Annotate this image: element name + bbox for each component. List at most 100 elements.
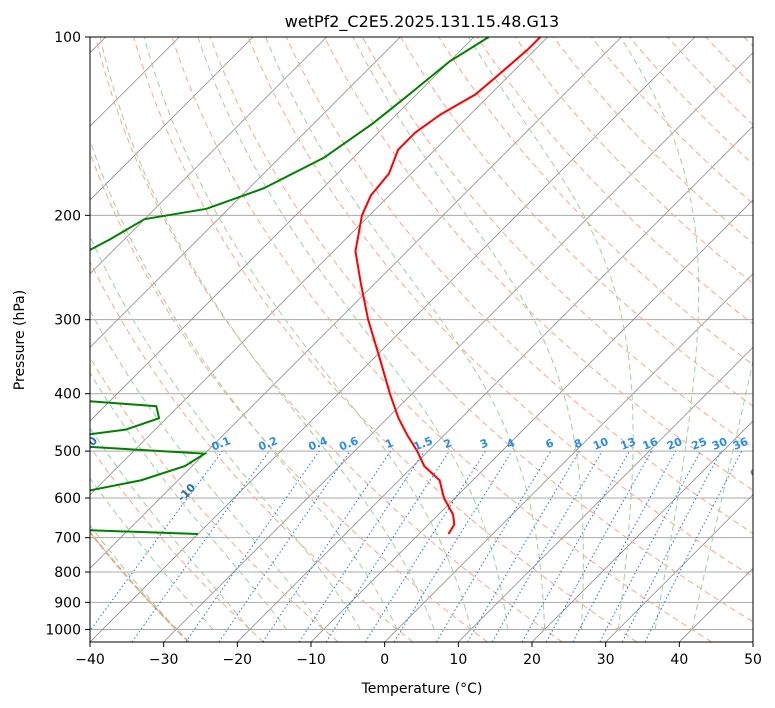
mixing-ratio-line [521,450,630,642]
x-axis-title: Temperature (°C) [361,681,483,697]
mixing-ratio-label: 13 [619,435,638,453]
moist-adiabat-line [197,37,509,630]
y-tick-label: 200 [54,208,81,224]
moist-adiabat-line [265,37,546,630]
mixing-ratio-label: 8 [572,436,584,451]
mixing-ratio-label: 1 [383,436,395,451]
isotherm-line [90,37,254,201]
y-tick-label: 300 [54,313,81,329]
y-axis: 100 200 300 400 500 600 700 800 900 1000 [45,30,90,638]
x-tick-label: 40 [670,652,688,668]
mixing-ratio-label: 25 [690,435,709,453]
isotherm-line [90,37,548,496]
dry-adiabat-line [247,37,753,578]
mixing-ratio-line [298,450,425,642]
moist-adiabat-line [90,524,177,630]
isotherm-line [458,346,753,642]
mixing-ratio-line [393,450,513,642]
dry-adiabat-line [133,37,638,642]
dry-adiabat-line [90,260,414,642]
isotherm-line [237,125,753,642]
mixing-ratio-line [572,450,677,642]
mixing-ratio-label: 30 [710,435,729,453]
x-tick-label: −30 [149,652,179,668]
x-tick-label: −10 [296,652,326,668]
moist-adiabat-line [468,37,634,630]
y-tick-label: 500 [54,444,81,460]
mixing-ratio-line [90,450,223,632]
isotherm-line [384,273,753,642]
dry-adiabat-line [323,37,753,491]
outer-adiabat-curve [90,530,190,642]
mixing-ratio-line [545,450,653,642]
moist-adiabat-line [352,37,584,630]
x-tick-label: 10 [449,652,467,668]
dry-adiabat-line [476,37,753,325]
y-axis-title: Pressure (hPa) [12,290,28,390]
isotherm-line [163,52,753,642]
temperature-line [354,37,542,535]
x-tick-label: 0 [380,652,389,668]
dry-adiabat-line [90,356,339,642]
moist-adiabat-line [90,477,214,630]
mixing-ratio-line [218,450,351,642]
mixing-ratio-line [185,450,320,642]
x-tick-label: −40 [75,652,105,668]
moist-adiabat-line [90,427,251,630]
chart-title: wetPf2_C2E5.2025.131.15.48.G13 [285,12,559,32]
y-tick-label: 900 [54,595,81,611]
mixing-ratio-label: 20 [665,435,684,453]
wet-bulb-label: 0 [748,466,763,481]
dry-adiabat-line [90,445,264,642]
x-tick-label: 30 [597,652,615,668]
mixing-ratio-line [644,450,743,642]
dry-adiabat-line [95,37,563,642]
isotherm-line [531,420,753,642]
dry-adiabat-line [514,37,753,285]
y-tick-label: 400 [54,387,81,403]
mixing-ratio-line [131,450,270,642]
dry-adiabats [90,37,753,642]
moist-adiabat-line [90,309,324,630]
moist-adiabat-line [691,358,753,630]
moist-adiabats [90,37,753,642]
isotherm-line [90,37,327,275]
x-tick-label: 50 [744,652,762,668]
y-tick-label: 800 [54,565,81,581]
moist-adiabat-line [90,138,398,630]
y-tick-label: 600 [54,491,81,507]
dry-adiabat-line [171,37,713,642]
x-tick-label: 20 [523,652,541,668]
isotherm-line [90,37,622,569]
isobar-grid [90,37,753,630]
dewpoint-line [90,37,490,535]
x-axis: −40 −30 −20 −10 0 10 20 30 40 50 [75,642,762,668]
moist-adiabat-line [143,37,472,630]
dry-adiabat-label: -20 [77,434,100,457]
plot-frame [89,36,754,643]
dry-adiabat-line [285,37,753,534]
mixing-ratio-label: 10 [591,435,610,453]
isotherm-line [90,37,401,348]
mixing-ratio-label: 2 [442,436,454,451]
mixing-ratio-label: 3 [478,436,490,451]
y-tick-label: 1000 [45,622,81,638]
mixing-ratio-line [325,450,450,642]
isotherm-line [90,37,475,422]
isotherm-grid [90,37,753,642]
moist-adiabat-line [99,37,435,630]
plot-area: 0.10.20.40.611.52346810131620253036-100-… [77,37,763,642]
moist-adiabat-line [90,372,288,630]
series-group [90,37,542,535]
y-tick-label: 100 [54,30,81,46]
isotherm-line [90,37,696,642]
y-tick-label: 700 [54,531,81,547]
mixing-ratio-lines [90,450,743,642]
mixing-ratio-label: 36 [731,435,750,453]
x-tick-label: −20 [223,652,253,668]
isotherm-line [605,494,753,642]
moist-adiabat-line [90,235,361,630]
mixing-ratio-line [262,450,392,642]
